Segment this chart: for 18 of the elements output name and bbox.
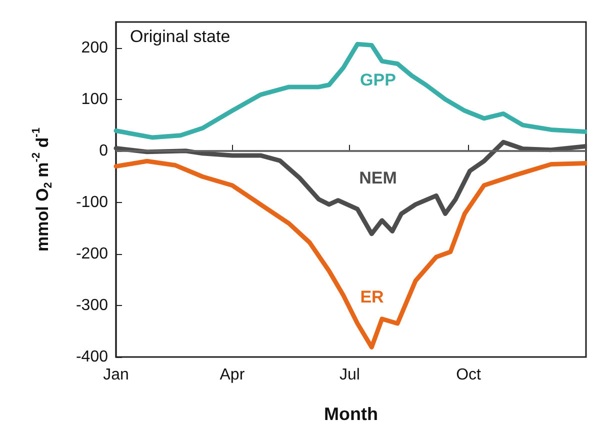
y-tick-label: -200	[76, 245, 108, 262]
x-tick-label: Jul	[339, 366, 360, 384]
y-tick-label: -300	[76, 296, 108, 314]
y-tick-label: -400	[76, 348, 108, 366]
series-label: NEM	[359, 168, 397, 188]
series-label: ER	[360, 288, 384, 306]
x-tick-label: Apr	[220, 366, 246, 384]
y-tick-label: -100	[76, 194, 108, 211]
series-label: GPP	[360, 70, 396, 90]
y-tick-label: 100	[81, 90, 108, 108]
y-tick-label: 200	[81, 39, 108, 56]
line-series	[114, 158, 587, 350]
x-axis-title: Month	[324, 404, 378, 424]
y-tick-label: 0	[99, 142, 108, 160]
x-tick-label: Oct	[456, 366, 482, 384]
y-axis-title: mmol O2 m-2 d-1	[30, 128, 54, 252]
annotation: Original state	[130, 27, 230, 46]
x-tick-label: Jan	[103, 366, 129, 384]
